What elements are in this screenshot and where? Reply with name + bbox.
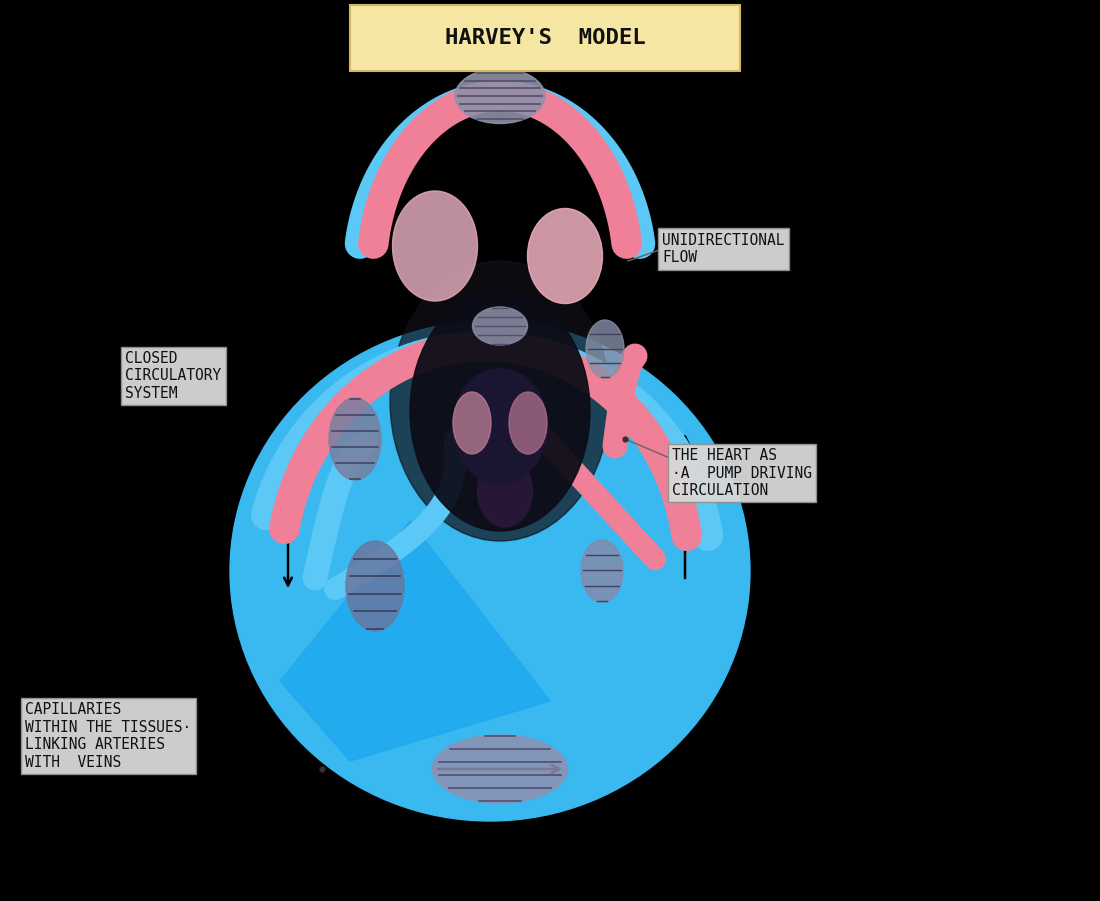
Ellipse shape: [473, 307, 528, 345]
FancyBboxPatch shape: [350, 5, 740, 71]
Text: THE HEART AS
·A  PUMP DRIVING
CIRCULATION: THE HEART AS ·A PUMP DRIVING CIRCULATION: [672, 448, 812, 498]
Ellipse shape: [581, 540, 623, 602]
Ellipse shape: [509, 392, 547, 454]
Ellipse shape: [528, 208, 603, 304]
Ellipse shape: [410, 291, 590, 531]
Ellipse shape: [329, 398, 381, 480]
Text: CAPILLARIES
WITHIN THE TISSUES·
LINKING ARTERIES
WITH  VEINS: CAPILLARIES WITHIN THE TISSUES· LINKING …: [25, 703, 191, 769]
Ellipse shape: [452, 369, 548, 484]
Ellipse shape: [453, 392, 491, 454]
Polygon shape: [280, 521, 550, 761]
Ellipse shape: [477, 455, 532, 527]
Ellipse shape: [230, 321, 750, 821]
Ellipse shape: [346, 541, 404, 631]
Ellipse shape: [390, 261, 611, 541]
Ellipse shape: [586, 320, 624, 378]
Text: UNIDIRECTIONAL
FLOW: UNIDIRECTIONAL FLOW: [662, 232, 784, 265]
Ellipse shape: [432, 735, 568, 803]
Text: HARVEY'S  MODEL: HARVEY'S MODEL: [444, 28, 646, 48]
Text: CLOSED
CIRCULATORY
SYSTEM: CLOSED CIRCULATORY SYSTEM: [125, 351, 221, 401]
Ellipse shape: [455, 68, 544, 123]
Ellipse shape: [393, 191, 477, 301]
